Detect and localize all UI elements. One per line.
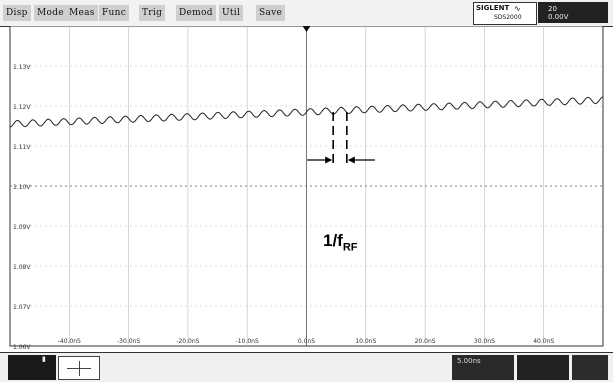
channel-indicator[interactable]: ▮ <box>8 355 56 380</box>
menu-func[interactable]: Func <box>99 5 130 21</box>
status-readout: 20 0.00V <box>538 2 608 23</box>
menu-util[interactable]: Util <box>219 5 244 21</box>
y-tick-label: 1.09V <box>13 224 31 231</box>
period-arrowhead-left <box>325 156 333 164</box>
menu-disp[interactable]: Disp <box>3 5 31 21</box>
period-annotation <box>307 112 375 168</box>
x-tick-label: -10.0nS <box>236 338 259 345</box>
y-tick-label: 1.13V <box>13 64 31 71</box>
period-arrowhead-right <box>347 156 355 164</box>
channel-icon: ▮ <box>42 355 46 363</box>
brand-model: SDS2000 <box>494 14 522 21</box>
menu-save[interactable]: Save <box>256 5 286 21</box>
period-label: 1/fRF <box>323 231 358 254</box>
brand-badge: SIGLENT ∿ SDS2000 <box>473 2 537 25</box>
timebase-readout: 5.00ns <box>452 355 514 380</box>
timebase-value: 5.00ns <box>457 357 481 365</box>
x-tick-label: -20.0nS <box>176 338 199 345</box>
y-tick-labels: 1.13V 1.12V 1.11V 1.10V 1.09V 1.08V 1.07V 1.06V <box>13 64 31 351</box>
menu-meas[interactable]: Meas <box>66 5 98 21</box>
x-tick-label: 10.0nS <box>355 338 376 345</box>
x-tick-label: -30.0nS <box>117 338 140 345</box>
wave-icon: ∿ <box>514 4 521 13</box>
x-tick-label: 20.0nS <box>415 338 436 345</box>
y-tick-label: 1.06V <box>13 344 31 351</box>
y-tick-label: 1.11V <box>13 144 31 151</box>
y-tick-label: 1.07V <box>13 304 31 311</box>
footer-bar: ▮ 5.00ns <box>0 352 613 382</box>
menu-mode[interactable]: Mode <box>34 5 67 21</box>
menu-demod[interactable]: Demod <box>176 5 216 21</box>
acquire-readout <box>572 355 608 380</box>
trigger-readout <box>517 355 569 380</box>
x-tick-label: -40.0nS <box>58 338 81 345</box>
chart-grid <box>9 26 604 347</box>
waveform-chart: 1.13V 1.12V 1.11V 1.10V 1.09V 1.08V 1.07V 1.06V… <box>9 26 604 351</box>
menu-bar: Disp Mode Meas Func Trig Demod Util Save… <box>0 0 613 27</box>
x-tick-label: 40.0nS <box>533 338 554 345</box>
status-line-2: 0.00V <box>548 13 569 21</box>
x-tick-label: 0.0nS <box>298 338 315 345</box>
menu-trig[interactable]: Trig <box>139 5 166 21</box>
y-tick-label: 1.10V <box>13 184 31 191</box>
crosshair-icon-vertical <box>79 361 80 376</box>
cursor-button[interactable] <box>58 356 100 380</box>
y-tick-label: 1.08V <box>13 264 31 271</box>
waveform-trace <box>9 96 604 128</box>
brand-logo: SIGLENT <box>476 4 510 12</box>
trigger-marker[interactable] <box>302 26 311 32</box>
x-tick-labels: -40.0nS -30.0nS -20.0nS -10.0nS 0.0nS 10.0nS 2… <box>58 338 555 345</box>
y-tick-label: 1.12V <box>13 104 31 111</box>
status-line-1: 20 <box>548 5 557 13</box>
x-tick-label: 30.0nS <box>474 338 495 345</box>
